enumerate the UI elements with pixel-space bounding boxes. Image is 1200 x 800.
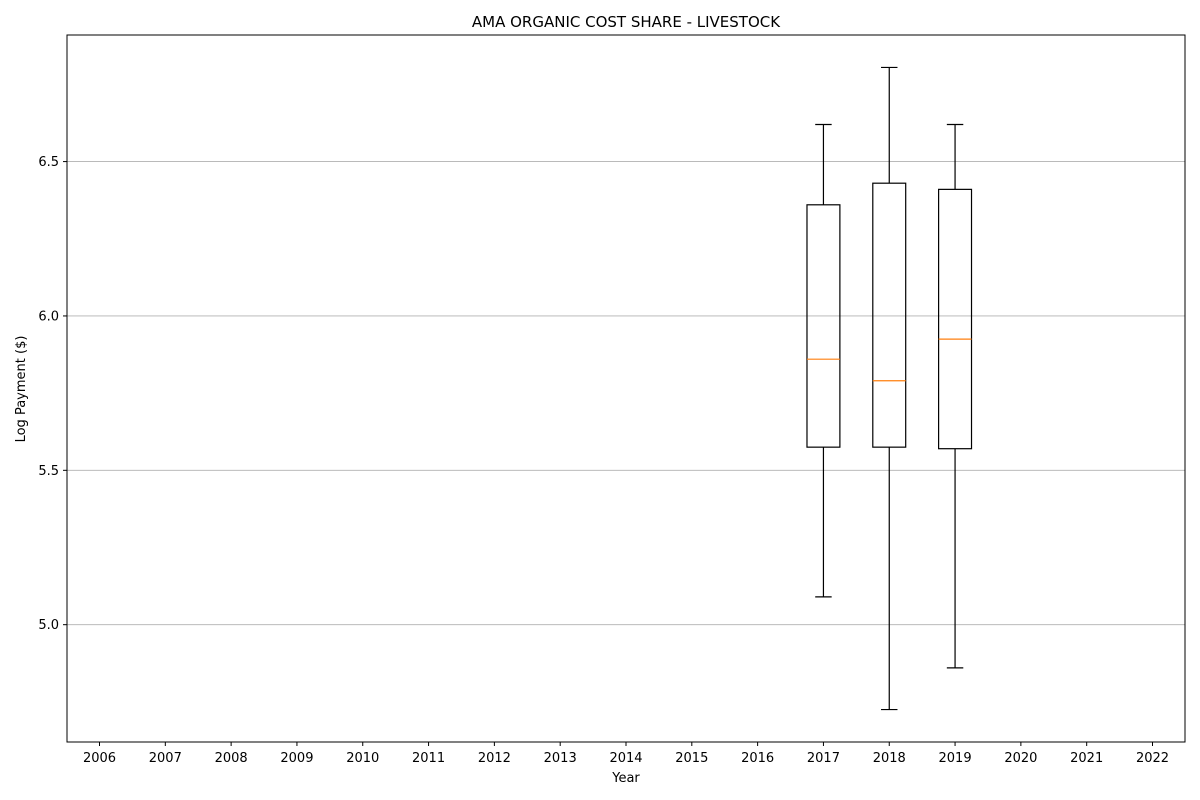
x-tick-label: 2014 [609, 751, 642, 766]
chart-title: AMA ORGANIC COST SHARE - LIVESTOCK [472, 13, 781, 31]
x-tick-label: 2022 [1136, 751, 1169, 766]
box-iqr [872, 182, 907, 448]
y-tick-label: 5.5 [38, 464, 59, 479]
y-tick-label: 6.0 [38, 309, 59, 324]
y-tick-label: 5.0 [38, 618, 59, 633]
x-tick-label: 2019 [939, 751, 972, 766]
x-tick-label: 2009 [280, 751, 313, 766]
x-tick-label: 2006 [83, 751, 116, 766]
box-iqr [806, 204, 841, 448]
x-tick-label: 2010 [346, 751, 379, 766]
box-2018 [872, 66, 907, 711]
x-axis-label: Year [611, 771, 640, 786]
x-tick-label: 2016 [741, 751, 774, 766]
box-iqr [938, 188, 973, 450]
y-gridlines [67, 161, 1185, 626]
y-axis-ticks: 5.0 5.5 6.0 6.5 [38, 155, 67, 633]
x-tick-label: 2018 [873, 751, 906, 766]
x-tick-label: 2008 [215, 751, 248, 766]
x-tick-label: 2013 [544, 751, 577, 766]
x-axis-ticks: 2006 2007 2008 2009 2010 2011 2012 2013 2014 2015… [83, 742, 1169, 766]
x-tick-label: 2021 [1070, 751, 1103, 766]
x-tick-label: 2007 [149, 751, 182, 766]
y-axis-label: Log Payment ($) [14, 336, 29, 443]
x-tick-label: 2017 [807, 751, 840, 766]
x-tick-label: 2015 [675, 751, 708, 766]
x-tick-label: 2012 [478, 751, 511, 766]
box-2017 [806, 123, 841, 598]
boxes [806, 66, 973, 711]
box-2019 [938, 123, 973, 669]
y-tick-label: 6.5 [38, 155, 59, 170]
plot-frame [66, 34, 1186, 743]
x-tick-label: 2020 [1004, 751, 1037, 766]
x-tick-label: 2011 [412, 751, 445, 766]
